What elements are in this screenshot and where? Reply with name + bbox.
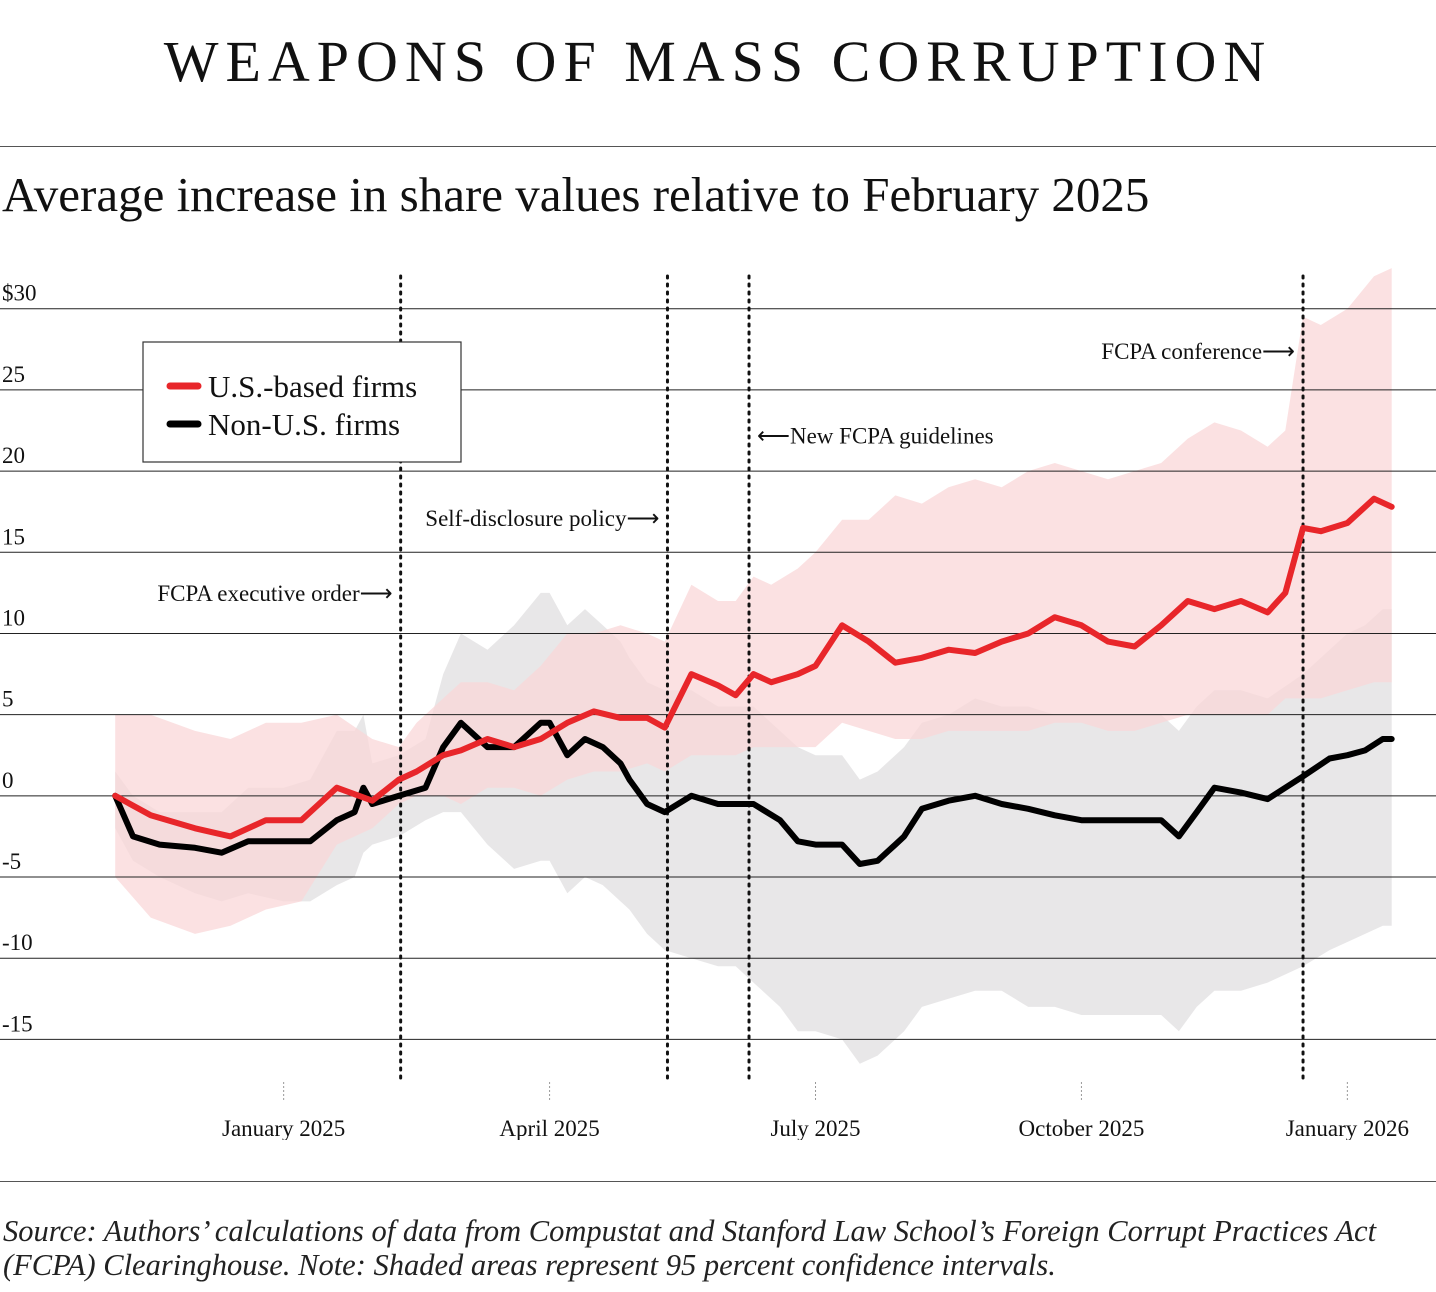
x-tick-label: July 2025 (770, 1116, 860, 1140)
y-tick-label: 5 (2, 687, 14, 712)
legend-label: Non-U.S. firms (208, 407, 400, 442)
chart-title: WEAPONS OF MASS CORRUPTION (163, 29, 1273, 94)
event-label: ⟵New FCPA guidelines (757, 423, 994, 448)
top-divider (0, 146, 1436, 147)
y-tick-label: 25 (2, 362, 25, 387)
legend-box (142, 341, 462, 463)
gridlines (0, 308, 1436, 1040)
series-lines (112, 495, 1395, 867)
event-label: Self-disclosure policy⟶ (425, 506, 659, 531)
x-tick-label: April 2025 (499, 1116, 599, 1140)
y-tick-label: 20 (2, 443, 25, 468)
y-axis-labels: $30 25 20 15 10 5 0 -5 -10 -15 (2, 281, 37, 1037)
y-tick-label: -10 (2, 930, 33, 955)
event-label: FCPA conference⟶ (1101, 339, 1295, 364)
y-tick-label: 10 (2, 605, 25, 630)
series-line-non-us (112, 719, 1395, 867)
y-tick-label: 0 (2, 768, 14, 793)
y-tick-label: -15 (2, 1011, 33, 1036)
series-line-us (112, 495, 1395, 840)
y-tick-label: 15 (2, 524, 25, 549)
x-tick-label: January 2025 (222, 1116, 345, 1140)
legend-label: U.S.-based firms (208, 369, 417, 404)
x-axis: January 2025 April 2025 July 2025 October 2… (222, 1082, 1409, 1140)
event-label: FCPA executive order⟶ (157, 581, 392, 606)
x-tick-label: January 2026 (1286, 1116, 1409, 1140)
bottom-divider (0, 1181, 1436, 1182)
chart-subtitle: Average increase in share values relativ… (2, 167, 1150, 222)
y-tick-label: $30 (2, 281, 37, 306)
source-note: Source: Authors’ calculations of data fr… (3, 1214, 1377, 1282)
y-tick-label: -5 (2, 849, 21, 874)
line-chart: $30 25 20 15 10 5 0 -5 -10 -15 January 2025 April … (0, 268, 1436, 1140)
x-tick-label: October 2025 (1019, 1116, 1145, 1140)
